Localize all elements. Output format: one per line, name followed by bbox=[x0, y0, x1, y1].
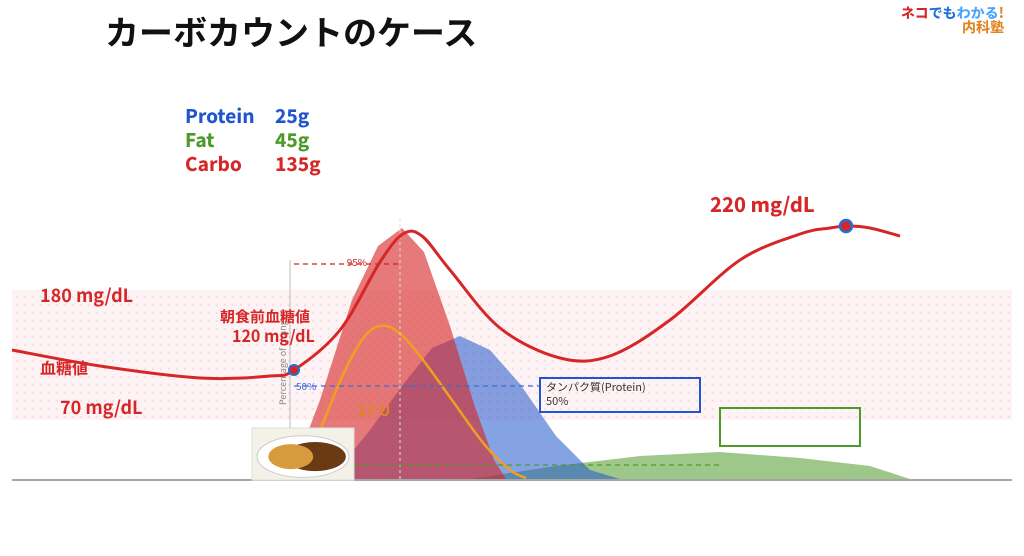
food-photo bbox=[252, 428, 354, 480]
label-pre-l2: 120 mg/dL bbox=[232, 323, 315, 347]
label-dose: 17 U bbox=[358, 400, 390, 421]
label-70: 70 mg/dL bbox=[60, 394, 142, 420]
marker-later bbox=[840, 220, 852, 232]
tick-50: 50% bbox=[296, 378, 316, 393]
label-glucose: 血糖値 bbox=[40, 355, 88, 379]
marker-preprandial bbox=[289, 365, 299, 375]
tick-95: 95% bbox=[347, 254, 367, 269]
main-chart: Percentage of change50%95%血糖値180 mg/dL70… bbox=[0, 0, 1024, 556]
label-180: 180 mg/dL bbox=[40, 282, 133, 308]
legend-protein-text: 50% bbox=[546, 393, 568, 409]
label-220: 220 mg/dL bbox=[710, 189, 815, 218]
